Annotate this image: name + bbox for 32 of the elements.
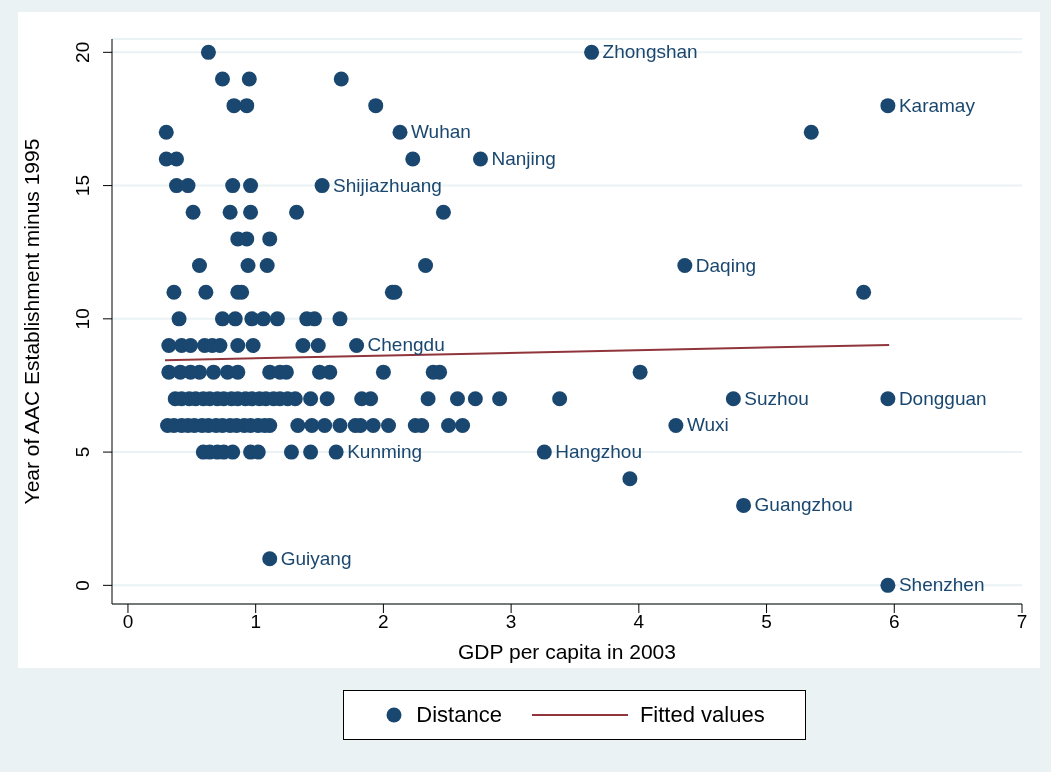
annotation: Shijiazhuang [333,173,442,198]
annotation: Daqing [695,253,757,278]
x-tick-label: 6 [888,611,900,633]
annotation: Hangzhou [555,440,642,465]
annotation: Wuxi [686,413,729,438]
y-tick-label: 10 [72,308,93,330]
annotation: Suzhou [744,386,809,411]
x-tick-label: 1 [250,611,261,633]
annotation: Guangzhou [754,493,853,518]
annotation: Guiyang [280,546,352,571]
y-tick-label: 5 [72,446,93,458]
x-tick-label: 0 [122,611,134,633]
x-tick-label: 3 [505,611,517,633]
annotation: Nanjing [491,146,556,171]
annotation: Wuhan [411,120,471,145]
y-tick-label: 15 [72,175,93,197]
y-tick-label: 20 [72,41,93,63]
annotation: Shenzhen [898,573,985,598]
annotation: Kunming [347,440,423,465]
annotation: Dongguan [898,386,987,411]
x-tick-label: 2 [378,611,389,633]
y-axis-title: Year of AAC Establishment minus 1995 [20,138,44,505]
legend-label: Distance [416,702,502,728]
x-tick-label: 4 [633,611,645,633]
x-tick-label: 5 [761,611,772,633]
annotation: Chengdu [367,333,445,358]
x-axis-title: GDP per capita in 2003 [458,640,676,663]
annotation: Zhongshan [602,40,698,65]
x-tick-label: 7 [1016,611,1028,633]
y-tick-label: 0 [72,580,93,591]
annotation: Karamay [898,93,975,118]
legend-label: Fitted values [639,702,765,728]
